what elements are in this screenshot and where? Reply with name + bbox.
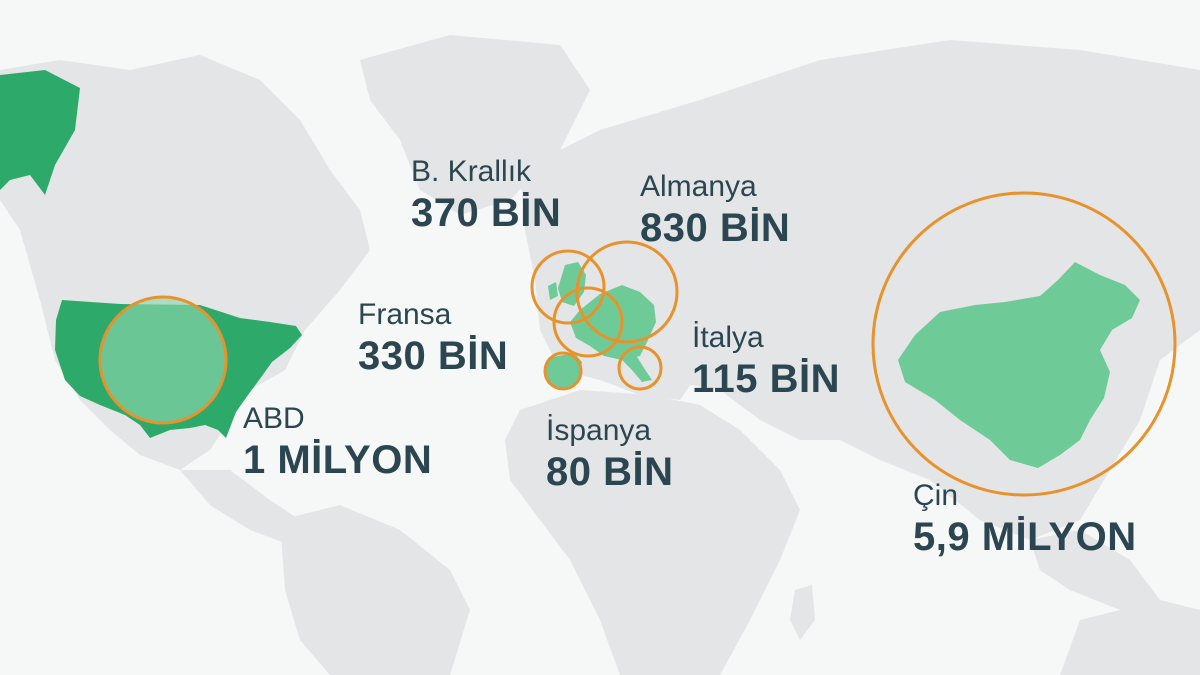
land-australia [1060,600,1200,675]
land-madagascar [790,585,815,640]
land-south-america [280,505,470,675]
country-name: B. Krallık [411,155,532,188]
circle-france [552,286,624,358]
highlighted-countries [0,70,1140,468]
country-name: İspanya [546,414,652,447]
country-value: 830 BİN [640,206,791,250]
country-value: 370 BİN [411,191,562,235]
country-value: 1 MİLYON [243,438,433,482]
country-name: İtalya [692,321,764,354]
circle-uk [530,249,606,325]
italy-shape [622,350,652,382]
label-uk: B. Krallık 370 BİN [411,155,562,235]
label-france: Fransa 330 BİN [358,298,509,378]
circle-germany [575,240,679,344]
circle-italy [617,345,663,391]
country-value: 330 BİN [358,334,509,378]
label-usa: ABD 1 MİLYON [243,402,433,482]
land-southeast-asia [1030,530,1160,610]
land-africa [505,390,800,675]
label-germany: Almanya 830 BİN [640,170,791,250]
country-name: Almanya [640,170,757,203]
value-circles [98,191,1177,497]
circle-china [871,191,1177,497]
label-italy: İtalya 115 BİN [692,321,841,401]
country-name: ABD [243,402,305,435]
circle-usa [98,295,228,425]
country-name: Fransa [358,298,452,331]
alaska-shape [0,70,80,195]
land-central-america [180,470,300,545]
label-spain: İspanya 80 BİN [546,414,674,494]
spain-shape [544,353,582,390]
china-shape [898,262,1140,468]
circle-spain [543,351,583,391]
country-name: Çin [913,479,959,512]
ireland-shape [548,282,558,300]
country-value: 5,9 MİLYON [913,515,1137,559]
country-value: 115 BİN [692,357,841,401]
country-value: 80 BİN [546,450,674,494]
label-china: Çin 5,9 MİLYON [913,479,1137,559]
